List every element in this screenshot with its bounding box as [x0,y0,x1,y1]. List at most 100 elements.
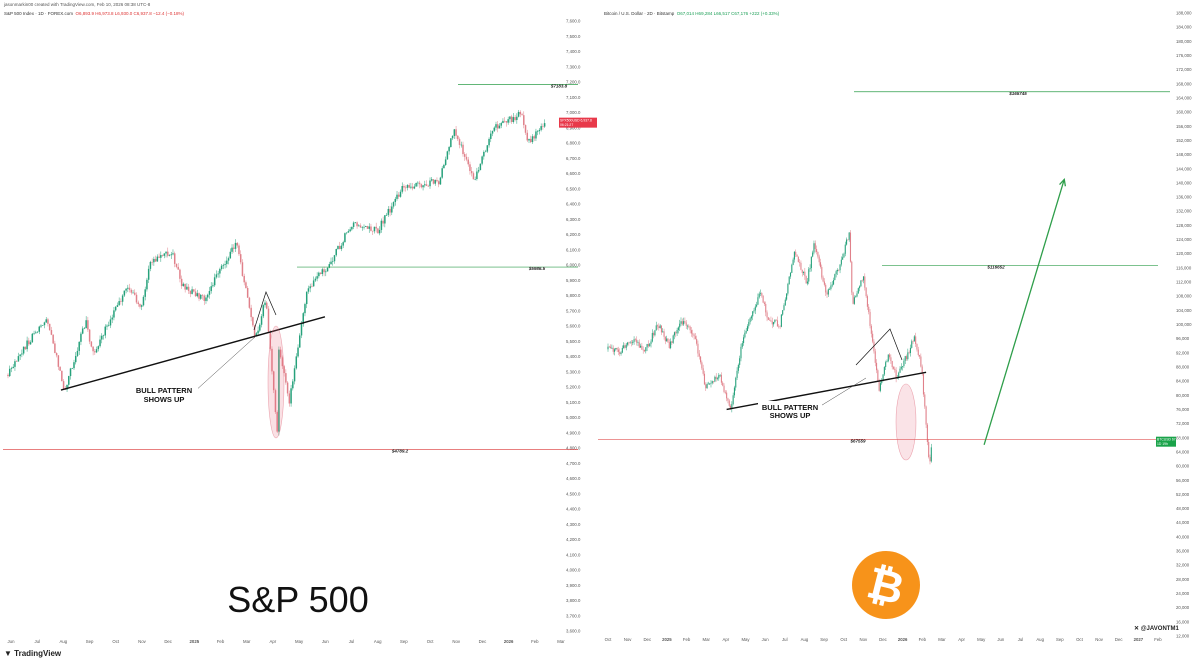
sp500-x-tick: Jul [349,639,355,644]
btc-candle [784,299,786,306]
btc-y-tick: 156,000 [1176,124,1192,129]
sp500-candle [163,253,166,256]
sp500-x-tick: Dec [164,639,172,644]
sp500-y-tick: 5,300.0 [566,369,581,374]
btc-y-tick: 148,000 [1176,152,1192,157]
sp500-candle [153,258,155,263]
sp500-candle [529,138,532,143]
sp500-candle [373,226,376,232]
btc-y-tick: 68,000 [1176,435,1190,440]
sp500-candle [257,330,259,334]
btc-candle [830,285,832,290]
btc-x-tick: Nov [860,637,868,642]
btc-candle [775,319,777,321]
sp500-candle [340,245,343,250]
sp500-candle [305,291,308,305]
btc-candle [868,306,870,312]
btc-candle [758,293,760,298]
btc-y-tick: 76,000 [1176,407,1190,412]
btc-x-tick: 2025 [662,637,672,642]
btc-candle [855,296,857,298]
btc-candle [891,360,893,368]
sp500-candle [243,275,245,283]
btc-candle [660,325,662,333]
btc-chart[interactable]: 188,000 184,000 180,000 176,000 172,000 168,0… [598,0,1199,650]
sp500-candle [135,294,138,303]
sp500-candle [302,313,304,325]
sp500-candle [377,228,379,234]
sp500-candle [130,289,133,293]
sp500-candle [156,256,159,262]
sp500-candle [253,325,256,336]
btc-candle [829,289,831,290]
sp500-candle [186,286,188,290]
sp500-candle [17,356,20,362]
btc-pattern-lines [855,328,903,366]
sp500-candle [78,341,80,351]
btc-y-tick: 180,000 [1176,39,1192,44]
sp500-candle [455,129,457,136]
btc-candle [756,304,758,307]
sp500-candle [128,287,131,290]
btc-candle [653,332,655,336]
btc-candle [904,356,906,361]
btc-candle [870,325,872,334]
btc-y-tick: 20,000 [1176,605,1190,610]
sp500-candle [203,295,205,301]
sp500-candle [187,286,190,291]
btc-candle [883,367,885,375]
sp500-candle [48,323,51,331]
btc-candle [629,342,631,344]
btc-candle [860,280,862,287]
btc-candle [714,376,716,382]
btc-candle [769,319,771,321]
sp500-candle [94,351,96,353]
btc-candle [673,332,676,336]
btc-x-tick: Mar [938,637,946,642]
sp500-candle [118,301,120,306]
sp500-candle [106,325,108,327]
btc-y-tick: 120,000 [1176,251,1192,256]
btc-candle [905,356,908,360]
sp500-candle [503,120,506,122]
sp500-candle [352,222,355,227]
sp500-candle [446,151,449,160]
sp500-candle [217,273,219,275]
btc-panel[interactable]: Bitcoin / U.S. Dollar · 2D · Bitstamp O6… [598,0,1199,650]
sp500-y-tick: 4,100.0 [566,552,581,557]
btc-candle [925,406,927,425]
sp500-candle [411,186,414,189]
btc-candle [617,349,619,352]
btc-candle [818,256,820,263]
btc-candle [739,358,741,365]
tradingview-logo[interactable]: ▼ TradingView [4,649,61,658]
sp500-candle [15,361,18,362]
sp500-candle [328,264,331,268]
sp500-candle [179,269,181,279]
btc-candle [668,342,670,349]
btc-y-tick: 40,000 [1176,534,1190,539]
btc-candle [615,348,617,350]
sp500-candle [535,131,537,139]
btc-x-tick: 2026 [898,637,908,642]
sp500-candle [172,253,174,255]
btc-candle [832,280,835,285]
sp500-panel[interactable]: S&P 500 Index · 1D · FOREX.com O6,893.9 … [0,0,598,650]
sp500-candle [283,366,285,374]
btc-candle [774,319,776,323]
sp500-trendline [60,316,326,391]
btc-y-tick: 140,000 [1176,180,1192,185]
btc-candle [924,394,926,407]
sp500-candle [88,329,91,342]
sp500-candle [404,187,407,189]
sp500-chart[interactable]: 7,600.0 7,500.0 7,400.0 7,300.0 7,200.0 7,100… [0,0,598,650]
btc-candle [773,322,775,325]
btc-candle [655,325,657,331]
sp500-candle [47,319,49,324]
sp500-candle [69,368,72,377]
sp500-y-tick: 5,600.0 [566,324,581,329]
sp500-candle [267,308,270,332]
btc-candle [647,344,649,347]
sp500-candle [458,139,461,145]
btc-candle [827,289,829,295]
